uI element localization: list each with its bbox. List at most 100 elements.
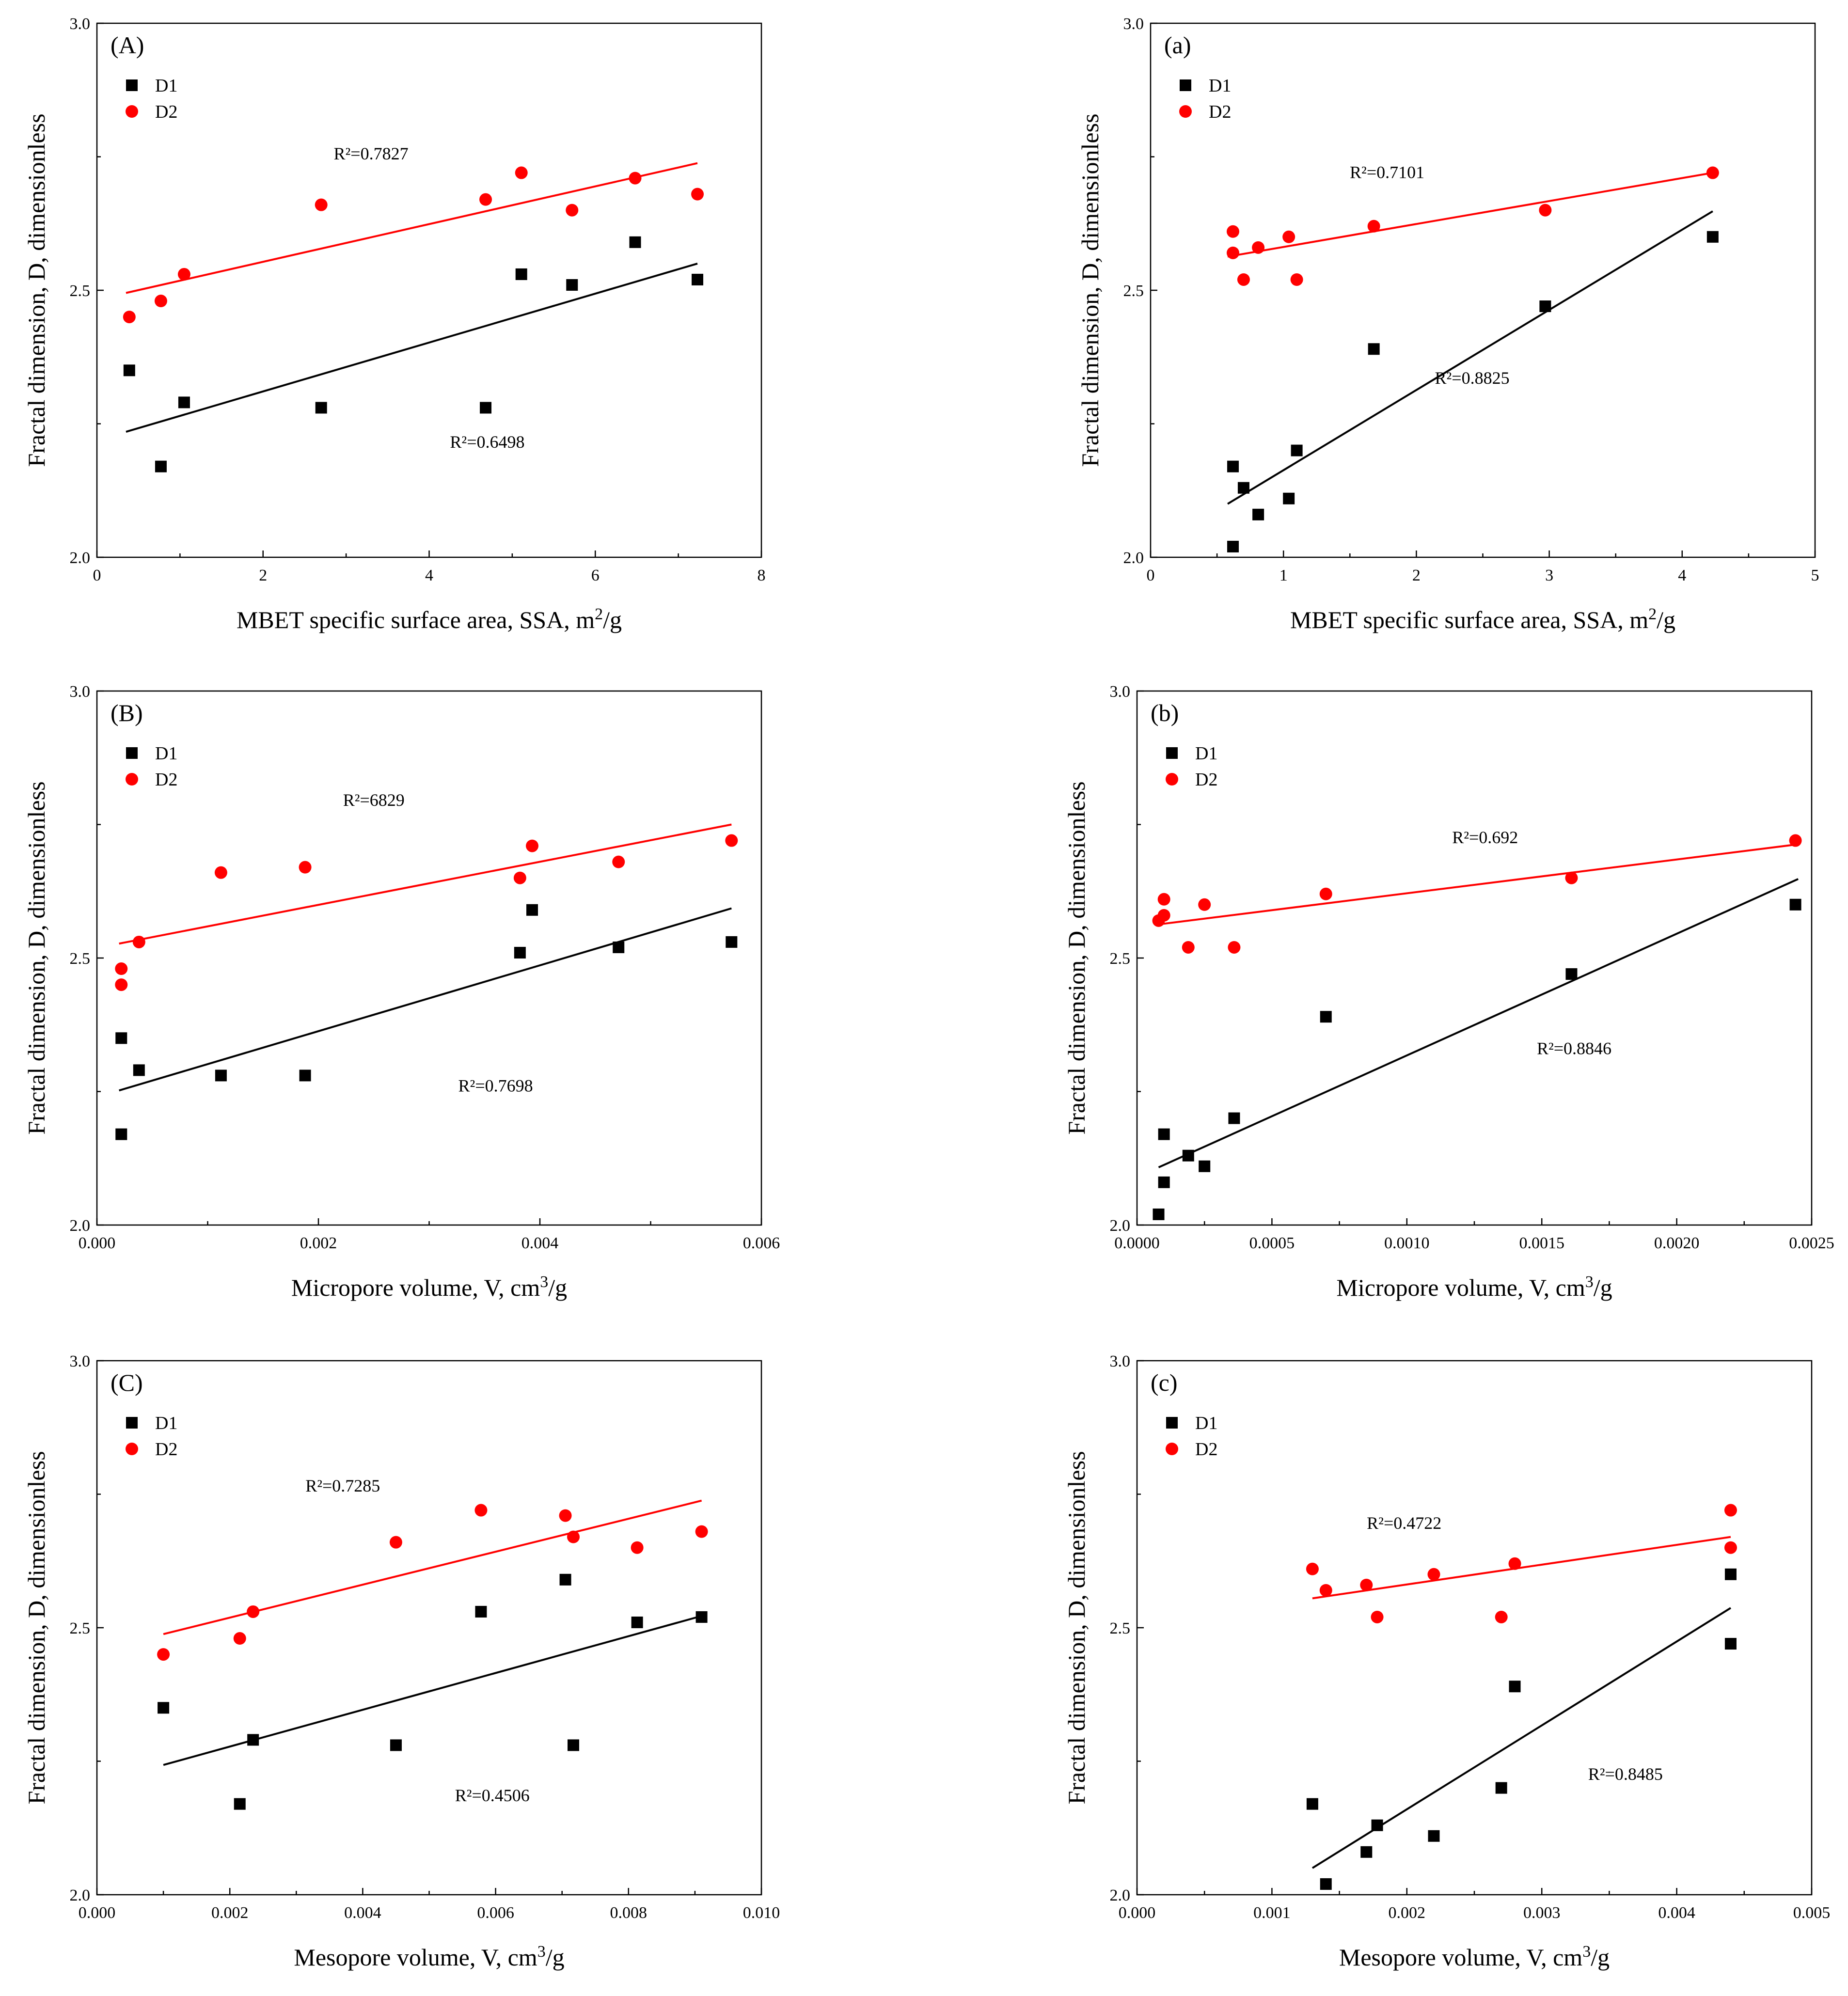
data-point-d1 bbox=[247, 1734, 259, 1746]
data-point-d1 bbox=[158, 1702, 170, 1714]
x-tick-label: 0.0025 bbox=[1789, 1234, 1834, 1252]
data-point-d1 bbox=[1228, 1112, 1240, 1124]
x-tick-label: 5 bbox=[1811, 566, 1819, 584]
panel-label: (C) bbox=[111, 1369, 143, 1396]
x-tick-label: 8 bbox=[758, 566, 766, 584]
data-point-d1 bbox=[613, 941, 625, 953]
fit-line-d1 bbox=[1227, 210, 1713, 505]
x-tick-label: 6 bbox=[591, 566, 600, 584]
fit-line-d2 bbox=[1227, 172, 1713, 258]
data-point-d2 bbox=[389, 1536, 402, 1549]
r2-label-d2: R²=6829 bbox=[343, 790, 405, 810]
legend-marker-d1 bbox=[126, 79, 138, 91]
data-point-d2 bbox=[1228, 941, 1241, 954]
data-point-d2 bbox=[474, 1504, 488, 1517]
legend-marker-d2 bbox=[126, 1443, 138, 1455]
chart-panel-6: 0.000 0.001 0.002 0.003 0.004 0.005 2.0 2.5 3.0 M… bbox=[1063, 1352, 1830, 1971]
legend-marker-d1 bbox=[126, 1417, 138, 1429]
r2-label-d2: R²=0.7101 bbox=[1350, 163, 1424, 182]
x-axis-title: Micropore volume, V, cm3/g bbox=[1336, 1273, 1612, 1302]
legend-marker-d2 bbox=[1166, 1443, 1178, 1455]
y-tick-label: 2.0 bbox=[70, 549, 91, 567]
data-point-d1 bbox=[629, 236, 641, 248]
x-tick-label: 0.000 bbox=[79, 1904, 116, 1922]
data-point-d2 bbox=[612, 855, 625, 868]
data-point-d2 bbox=[1182, 941, 1195, 954]
x-tick-label: 0.0005 bbox=[1249, 1234, 1295, 1252]
data-point-d2 bbox=[233, 1632, 246, 1645]
x-tick-label: 1 bbox=[1279, 566, 1288, 584]
x-tick-label: 0.005 bbox=[1793, 1904, 1831, 1922]
data-point-d2 bbox=[1367, 220, 1380, 233]
y-tick-label: 2.5 bbox=[1123, 282, 1144, 300]
data-point-d1 bbox=[1252, 508, 1264, 520]
data-point-d1 bbox=[692, 273, 704, 285]
data-point-d1 bbox=[568, 1739, 580, 1751]
x-tick-label: 4 bbox=[425, 566, 433, 584]
data-point-d1 bbox=[1539, 300, 1551, 313]
data-point-d2 bbox=[566, 204, 579, 217]
x-tick-label: 2 bbox=[1412, 566, 1421, 584]
x-tick-label: 0.0020 bbox=[1654, 1234, 1700, 1252]
data-point-d1 bbox=[215, 1069, 227, 1082]
x-tick-label: 2 bbox=[259, 566, 267, 584]
panel-label: (B) bbox=[111, 699, 143, 726]
x-tick-label: 0.006 bbox=[743, 1234, 780, 1252]
legend-label-d2: D2 bbox=[155, 770, 177, 790]
legend-label-d1: D1 bbox=[155, 1413, 177, 1433]
chart-panel-5: 0.000 0.002 0.004 0.006 0.008 0.010 2.0 2.5 3.0 M… bbox=[23, 1352, 780, 1971]
r2-label-d1: R²=0.7698 bbox=[458, 1076, 533, 1096]
data-point-d2 bbox=[1306, 1562, 1319, 1575]
data-point-d1 bbox=[315, 402, 327, 414]
legend-marker-d1 bbox=[126, 747, 138, 759]
data-point-d2 bbox=[1319, 887, 1332, 900]
data-point-d2 bbox=[115, 962, 128, 975]
x-tick-label: 4 bbox=[1678, 566, 1686, 584]
y-axis-title: Fractal dimension, D, dimensionless bbox=[23, 113, 50, 467]
fit-line-d2 bbox=[126, 162, 698, 294]
legend-label-d1: D1 bbox=[1195, 743, 1217, 764]
fit-line-d2 bbox=[1158, 843, 1799, 926]
data-point-d2 bbox=[1227, 225, 1240, 238]
data-point-d1 bbox=[1724, 1638, 1737, 1650]
data-point-d2 bbox=[115, 978, 128, 991]
x-axis-title: MBET specific surface area, SSA, m2/g bbox=[237, 605, 622, 634]
data-point-d2 bbox=[154, 295, 167, 308]
panel-label: (a) bbox=[1164, 31, 1191, 59]
data-point-d2 bbox=[1508, 1557, 1521, 1570]
fit-line-d2 bbox=[119, 823, 732, 945]
data-point-d2 bbox=[691, 188, 704, 201]
legend-marker-d2 bbox=[126, 105, 138, 118]
y-tick-label: 3.0 bbox=[70, 683, 91, 701]
r2-label-d2: R²=0.7285 bbox=[305, 1476, 380, 1495]
y-tick-label: 2.5 bbox=[1110, 950, 1131, 968]
data-point-d1 bbox=[123, 364, 135, 377]
data-point-d2 bbox=[247, 1605, 260, 1618]
y-tick-label: 2.5 bbox=[1110, 1619, 1131, 1637]
data-point-d1 bbox=[390, 1739, 402, 1751]
y-tick-label: 2.0 bbox=[1123, 549, 1144, 567]
legend-marker-d2 bbox=[1166, 773, 1178, 786]
y-tick-label: 2.5 bbox=[70, 282, 91, 300]
data-point-d1 bbox=[1371, 1819, 1383, 1831]
fit-line-d1 bbox=[126, 262, 698, 433]
x-tick-label: 0.003 bbox=[1523, 1904, 1561, 1922]
data-point-d2 bbox=[214, 866, 227, 879]
fit-line-d2 bbox=[1312, 1536, 1731, 1600]
x-tick-label: 0.010 bbox=[743, 1904, 780, 1922]
data-point-d2 bbox=[1360, 1578, 1373, 1591]
x-tick-label: 0.000 bbox=[79, 1234, 116, 1252]
legend-label-d1: D1 bbox=[155, 76, 177, 96]
data-point-d2 bbox=[1198, 898, 1211, 911]
x-tick-label: 0.002 bbox=[211, 1904, 249, 1922]
x-tick-label: 0.002 bbox=[300, 1234, 337, 1252]
data-point-d1 bbox=[155, 460, 167, 472]
plot-frame bbox=[1136, 1360, 1813, 1896]
data-point-d2 bbox=[1157, 909, 1170, 922]
x-axis-title: MBET specific surface area, SSA, m2/g bbox=[1290, 605, 1675, 634]
legend-label-d2: D2 bbox=[1195, 1439, 1217, 1460]
legend-label-d2: D2 bbox=[155, 1439, 177, 1460]
data-point-d1 bbox=[1428, 1830, 1440, 1842]
data-point-d1 bbox=[234, 1798, 246, 1810]
y-axis-title: Fractal dimension, D, dimensionless bbox=[1076, 113, 1104, 467]
